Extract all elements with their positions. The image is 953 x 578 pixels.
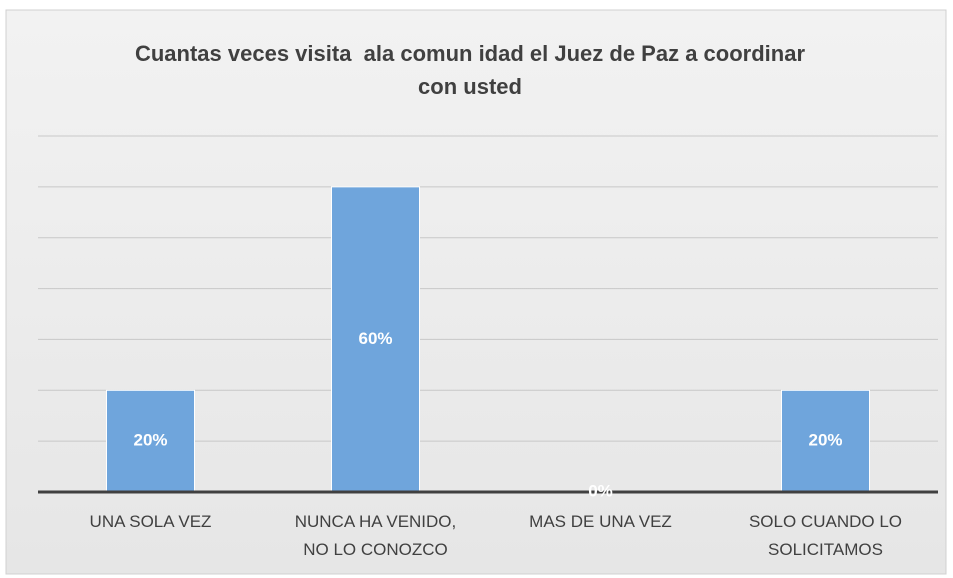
bar: [331, 186, 420, 493]
data-label: 20%: [808, 431, 842, 450]
data-label: 60%: [358, 329, 392, 348]
x-tick-label: UNA SOLA VEZ: [90, 512, 212, 531]
chart-title: Cuantas veces visita ala comun idad el J…: [135, 41, 805, 99]
x-tick-label: NUNCA HA VENIDO, NO LO CONOZCO: [295, 512, 457, 559]
x-tick-label: MAS DE UNA VEZ: [529, 512, 672, 531]
x-tick-label: SOLO CUANDO LO SOLICITAMOS: [749, 512, 902, 559]
bar: [106, 389, 195, 493]
data-label: 20%: [133, 431, 167, 450]
bar: [781, 389, 870, 493]
data-label: 0%: [588, 481, 613, 500]
